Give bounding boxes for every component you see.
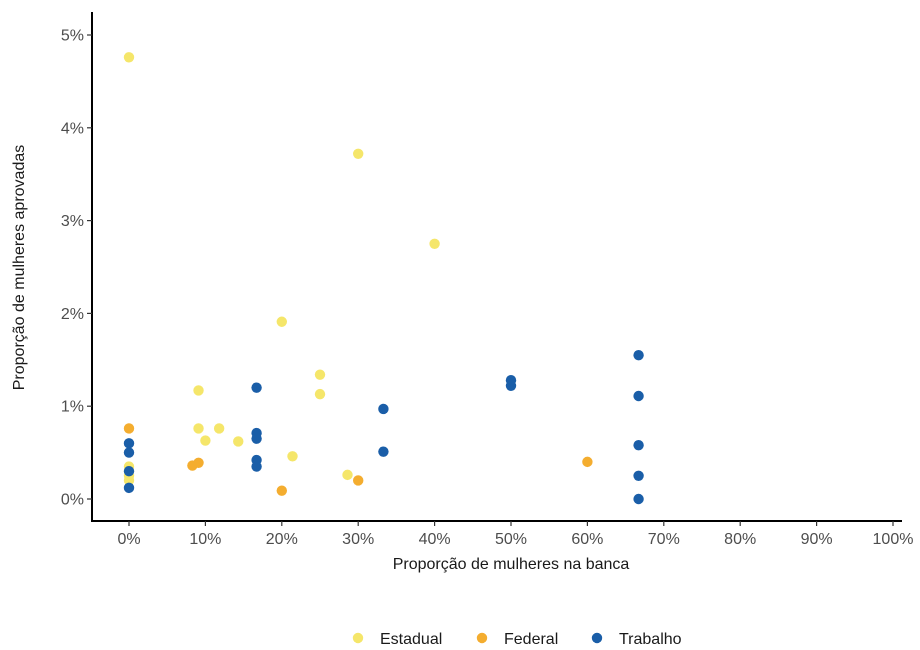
series-federal: [123, 423, 593, 496]
data-point: [251, 461, 262, 472]
series-estadual: [123, 52, 440, 486]
data-point: [378, 446, 389, 457]
x-tick-label: 60%: [571, 531, 603, 548]
data-point: [633, 349, 644, 361]
legend-item-trabalho: Trabalho: [591, 631, 682, 648]
x-tick-label: 20%: [266, 531, 298, 548]
data-point: [287, 451, 298, 462]
data-point: [123, 447, 135, 458]
data-point: [633, 390, 644, 402]
data-point: [314, 388, 326, 400]
data-point: [193, 423, 204, 434]
y-axis-ticks: 0% 1% 2% 3% 4% 5%: [61, 28, 92, 509]
data-point: [378, 403, 389, 415]
data-point: [123, 52, 135, 63]
data-point: [233, 436, 244, 447]
x-tick-label: 40%: [419, 531, 451, 548]
legend-label: Trabalho: [619, 631, 682, 648]
data-point: [251, 433, 262, 444]
series-trabalho: [123, 349, 644, 505]
data-point: [193, 385, 204, 396]
data-point: [123, 482, 135, 494]
legend-swatch: [591, 632, 603, 644]
data-point: [582, 456, 593, 468]
data-point: [200, 435, 211, 446]
x-tick-label: 100%: [873, 531, 914, 548]
data-point: [353, 148, 364, 159]
data-point: [123, 465, 135, 477]
data-point: [213, 423, 225, 434]
data-point: [276, 485, 287, 496]
legend-label: Federal: [504, 631, 558, 648]
data-point: [342, 469, 353, 481]
data-point: [123, 438, 135, 449]
data-point: [123, 475, 135, 486]
y-tick-label: 5%: [61, 28, 84, 45]
y-axis-title: Proporção de mulheres aprovadas: [11, 145, 28, 390]
legend: Estadual Federal Trabalho: [352, 631, 682, 648]
x-tick-label: 70%: [648, 531, 680, 548]
data-point: [353, 475, 364, 486]
data-point: [193, 457, 204, 469]
x-tick-label: 30%: [342, 531, 374, 548]
data-points: [123, 52, 644, 505]
y-tick-label: 1%: [61, 399, 84, 416]
legend-label: Estadual: [380, 631, 442, 648]
legend-swatch: [476, 632, 488, 644]
x-tick-label: 90%: [801, 531, 833, 548]
data-point: [633, 470, 644, 481]
data-point: [429, 238, 440, 249]
data-point: [633, 493, 644, 505]
data-point: [633, 439, 644, 451]
data-point: [123, 423, 135, 434]
data-point: [505, 380, 517, 391]
legend-item-estadual: Estadual: [352, 631, 442, 648]
x-axis-ticks: 0% 10% 20% 30% 40% 50% 60% 70% 80% 90% 100%: [117, 521, 913, 548]
x-axis-title: Proporção de mulheres na banca: [393, 556, 630, 573]
y-tick-label: 0%: [61, 492, 84, 509]
x-tick-label: 0%: [117, 531, 140, 548]
x-tick-label: 50%: [495, 531, 527, 548]
y-tick-label: 4%: [61, 120, 84, 137]
x-tick-label: 10%: [189, 531, 221, 548]
data-point: [276, 316, 287, 327]
y-tick-label: 3%: [61, 213, 84, 230]
legend-swatch: [352, 632, 364, 644]
y-tick-label: 2%: [61, 306, 84, 323]
x-tick-label: 80%: [724, 531, 756, 548]
legend-item-federal: Federal: [476, 631, 558, 648]
data-point: [251, 382, 262, 393]
data-point: [314, 369, 326, 380]
